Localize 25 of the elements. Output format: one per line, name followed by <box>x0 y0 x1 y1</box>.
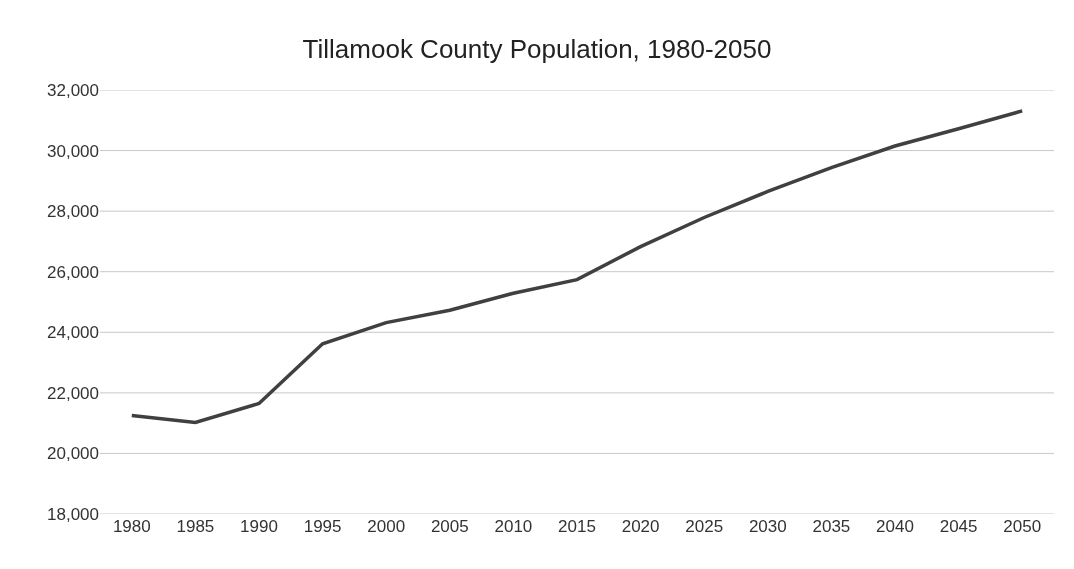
chart-title: Tillamook County Population, 1980-2050 <box>302 34 772 65</box>
x-tick-label: 2035 <box>812 517 851 536</box>
x-tick-label: 2005 <box>430 517 469 536</box>
line-series <box>130 109 1024 425</box>
y-tick-label: 32,000 <box>47 80 99 100</box>
x-tick-label: 2010 <box>494 517 533 536</box>
y-tick-label: 22,000 <box>47 383 99 403</box>
y-tick-label: 28,000 <box>47 202 99 222</box>
y-tick-label: 30,000 <box>47 141 99 161</box>
x-tick-label: 2000 <box>367 517 406 536</box>
y-tick-label: 18,000 <box>47 504 99 524</box>
x-tick-label: 2045 <box>939 517 978 536</box>
y-tick-label: 24,000 <box>47 323 99 343</box>
x-tick-label: 2040 <box>876 517 914 536</box>
x-tick-label: 2025 <box>685 517 724 536</box>
x-tick-label: 1995 <box>303 517 342 536</box>
x-tick-label: 1980 <box>112 517 151 536</box>
x-tick-label: 2050 <box>1003 517 1042 536</box>
y-tick-label: 26,000 <box>47 262 99 282</box>
x-tick-label: 2030 <box>748 517 787 536</box>
x-tick-label: 2020 <box>621 517 660 536</box>
y-tick-label: 20,000 <box>47 444 99 464</box>
x-tick-label: 2015 <box>558 517 596 536</box>
x-tick-label: 1990 <box>240 517 278 536</box>
x-tick-label: 1985 <box>176 517 215 536</box>
